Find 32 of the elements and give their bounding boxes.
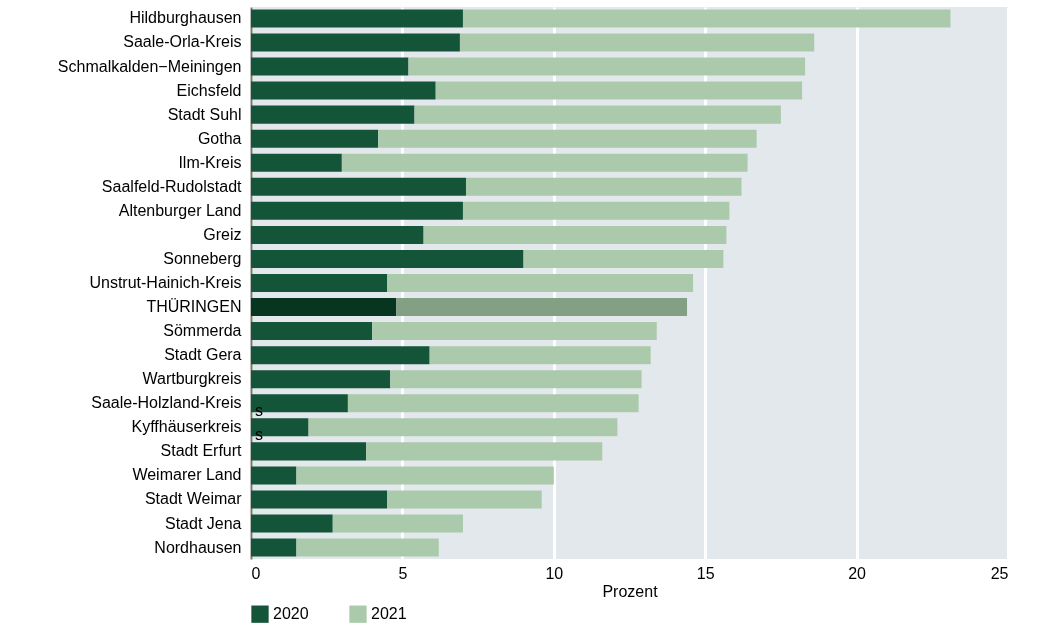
x-tick-label: 10 bbox=[545, 564, 564, 582]
y-tick-label: Schmalkalden−Meiningen bbox=[57, 57, 242, 75]
y-tick-label: Gotha bbox=[197, 129, 242, 147]
y-tick-label: Altenburger Land bbox=[118, 201, 242, 219]
y-tick-label: Stadt Jena bbox=[165, 514, 242, 532]
legend-label: 2020 bbox=[273, 605, 309, 623]
legend-label: 2021 bbox=[371, 605, 407, 623]
y-tick-label: Unstrut-Hainich-Kreis bbox=[89, 274, 242, 291]
x-tick-label: 0 bbox=[251, 564, 261, 582]
y-tick-label: Weimarer Land bbox=[132, 466, 242, 484]
x-tick-label: 5 bbox=[398, 564, 408, 582]
y-tick-label: Stadt Weimar bbox=[144, 490, 243, 508]
x-tick-label: 25 bbox=[990, 564, 1009, 582]
y-tick-label: Hildburghausen bbox=[129, 9, 242, 27]
y-tick-label: Eichsfeld bbox=[176, 81, 242, 99]
x-tick-label: 15 bbox=[696, 564, 715, 582]
y-tick-label: Stadt Suhl bbox=[167, 105, 242, 123]
y-tick-label: Saale-Orla-Kreis bbox=[123, 33, 242, 51]
x-tick-label: 20 bbox=[848, 564, 867, 582]
y-tick-label: Saalfeld-Rudolstadt bbox=[101, 177, 243, 195]
y-tick-label: Sömmerda bbox=[163, 322, 242, 340]
y-tick-label: Stadt Erfurt bbox=[160, 442, 243, 460]
y-tick-label: Kyffhäuserkreis bbox=[131, 418, 242, 436]
y-tick-label: Sonneberg bbox=[163, 249, 242, 267]
y-tick-label: Stadt Gera bbox=[164, 346, 242, 364]
x-axis-title: Prozent bbox=[602, 582, 659, 600]
y-tick-label: Saale-Holzland-Kreis bbox=[91, 394, 242, 412]
y-tick-label: Ilm-Kreis bbox=[178, 153, 242, 171]
y-tick-label: Wartburgkreis bbox=[142, 370, 242, 388]
y-tick-label: THÜRINGEN bbox=[146, 298, 242, 316]
y-tick-label: Greiz bbox=[203, 225, 242, 243]
y-tick-label: Nordhausen bbox=[154, 538, 242, 556]
